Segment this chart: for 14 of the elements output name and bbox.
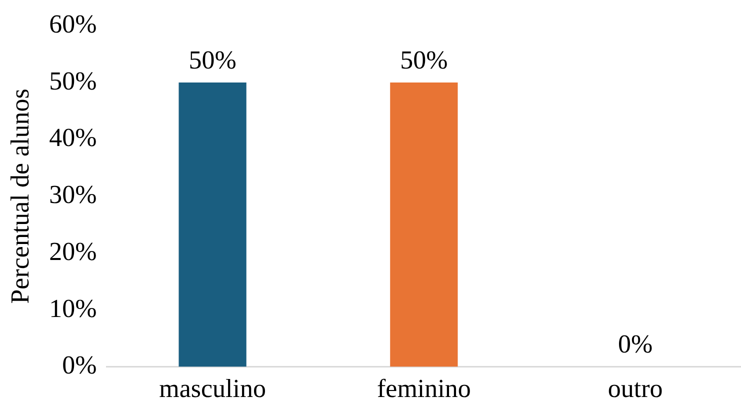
y-tick-label: 10% <box>49 294 97 323</box>
x-tick-label: feminino <box>376 374 471 404</box>
data-label: 50% <box>188 45 236 74</box>
y-axis-title: Percentual de alunos <box>5 88 34 304</box>
data-label: 0% <box>618 330 653 359</box>
x-tick-label: outro <box>608 374 663 404</box>
y-tick-label: 30% <box>49 180 97 210</box>
y-tick-label: 40% <box>49 123 97 152</box>
y-tick-label: 20% <box>49 236 97 266</box>
x-tick-label: masculino <box>159 374 266 404</box>
y-tick-label: 50% <box>49 66 97 96</box>
y-tick-label: 60% <box>49 9 97 38</box>
data-label: 50% <box>400 45 448 74</box>
y-tick-label: 0% <box>62 350 97 380</box>
